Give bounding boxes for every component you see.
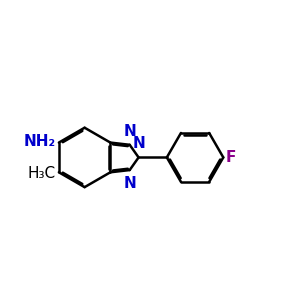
Text: H₃C: H₃C bbox=[27, 166, 55, 181]
Text: NH₂: NH₂ bbox=[23, 134, 55, 149]
Text: N: N bbox=[124, 176, 136, 191]
Text: N: N bbox=[132, 136, 145, 151]
Text: N: N bbox=[124, 124, 136, 139]
Text: F: F bbox=[226, 150, 236, 165]
